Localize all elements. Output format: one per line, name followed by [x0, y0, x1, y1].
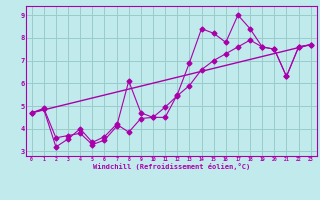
- X-axis label: Windchill (Refroidissement éolien,°C): Windchill (Refroidissement éolien,°C): [92, 163, 250, 170]
